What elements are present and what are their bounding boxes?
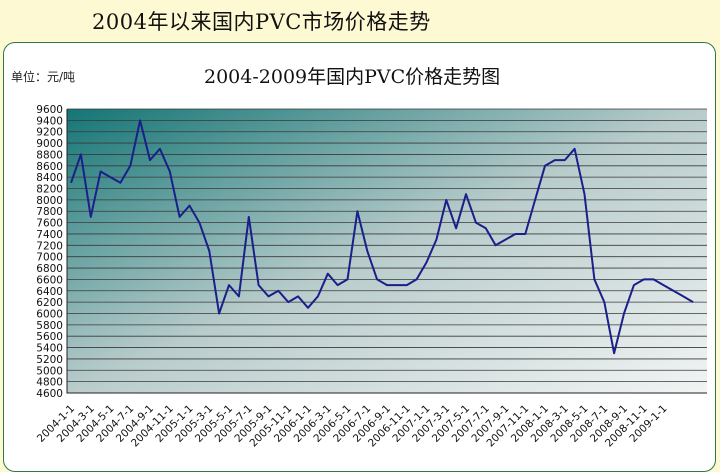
y-tick-label: 5200: [36, 354, 63, 366]
y-tick-label: 5000: [36, 365, 63, 377]
y-tick-label: 6800: [36, 263, 63, 275]
y-tick-label: 8600: [36, 161, 63, 173]
y-tick-label: 6000: [36, 308, 63, 320]
y-tick-label: 8200: [36, 184, 63, 196]
y-tick-label: 8800: [36, 149, 63, 161]
y-tick-label: 9200: [36, 127, 63, 139]
y-tick-label: 7000: [36, 252, 63, 264]
y-tick-label: 9400: [36, 115, 63, 127]
y-tick-label: 7600: [36, 218, 63, 230]
chart-title: 2004-2009年国内PVC价格走势图: [204, 66, 500, 88]
y-tick-label: 7800: [36, 206, 63, 218]
y-tick-label: 5400: [36, 343, 63, 355]
y-tick-label: 6200: [36, 297, 63, 309]
y-tick-label: 6400: [36, 286, 63, 298]
plot-area: [67, 109, 707, 393]
y-tick-label: 9000: [36, 138, 63, 150]
y-tick-label: 6600: [36, 274, 63, 286]
grid-lines: [66, 108, 707, 394]
y-axis-ticks: 9600940092009000880086008400820080007800…: [36, 104, 63, 400]
slide-title: 2004年以来国内PVC市场价格走势: [92, 10, 431, 34]
y-tick-label: 7400: [36, 229, 63, 241]
x-axis-ticks: 2004-1-12004-3-12004-5-12004-7-12004-9-1…: [35, 403, 670, 450]
y-tick-label: 7200: [36, 240, 63, 252]
series-line: [70, 119, 694, 355]
unit-label: 单位：元/吨: [11, 69, 75, 84]
axes: [66, 109, 707, 394]
line-chart: 单位：元/吨 2004-2009年国内PVC价格走势图 960094009200…: [11, 66, 707, 450]
y-tick-label: 8400: [36, 172, 63, 184]
y-tick-label: 5800: [36, 320, 63, 332]
y-tick-label: 4600: [36, 388, 63, 400]
chart-frame: 单位：元/吨 2004-2009年国内PVC价格走势图 9600 9400 9200…: [3, 42, 716, 472]
y-tick-label: 8000: [36, 195, 63, 207]
series-layer: [70, 119, 694, 355]
y-tick-label: 9600: [36, 104, 63, 116]
y-tick-label: 5600: [36, 331, 63, 343]
y-tick-label: 4800: [36, 377, 63, 389]
